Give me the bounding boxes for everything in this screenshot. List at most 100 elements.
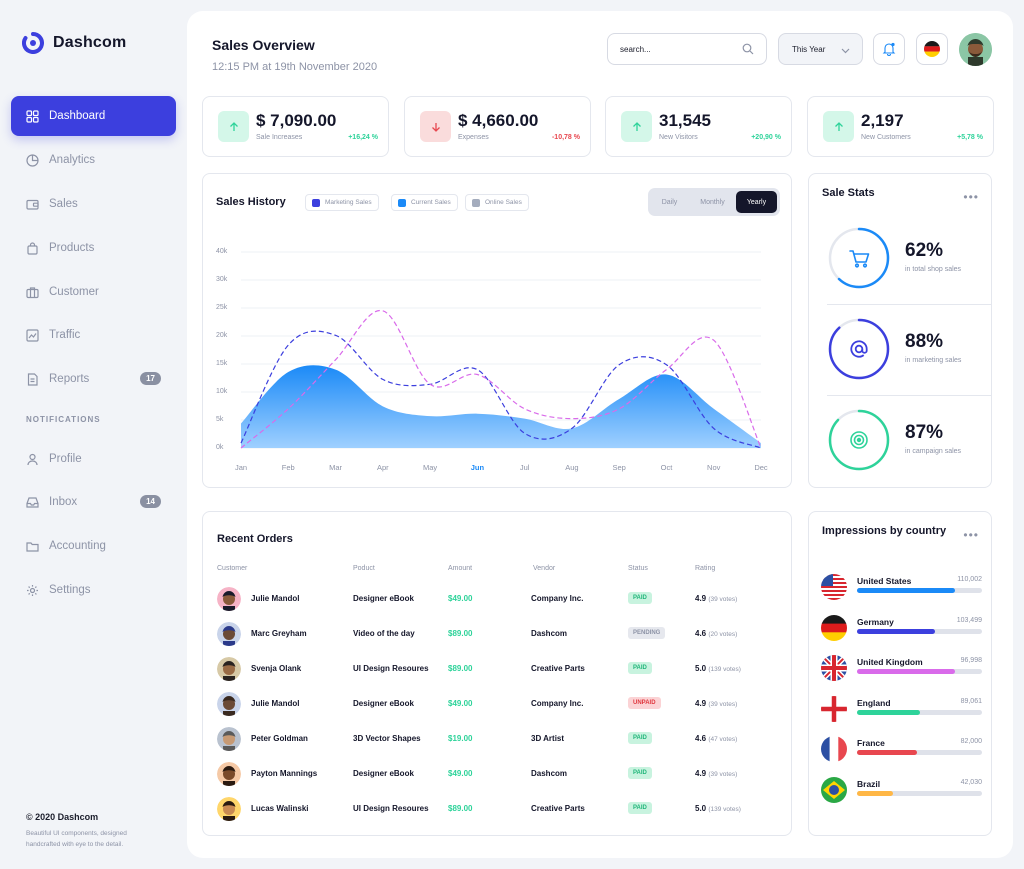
table-row[interactable]: Peter Goldman 3D Vector Shapes $19.00 3D Ar…: [203, 722, 779, 757]
product-name: 3D Vector Shapes: [353, 734, 421, 743]
uk-flag-icon: [821, 655, 847, 681]
x-tick-label[interactable]: Aug: [565, 463, 579, 472]
recent-orders-card: Recent Orders Customer Poduct Amount Ven…: [202, 511, 792, 836]
current-sales-area[interactable]: [241, 365, 761, 448]
legend-item-marketing[interactable]: Marketing Sales: [305, 194, 379, 211]
column-header-amount[interactable]: Amount: [448, 565, 473, 572]
x-tick-label[interactable]: Jun: [470, 463, 485, 472]
language-button[interactable]: [916, 33, 948, 65]
arrow-up-icon: [621, 111, 652, 142]
country-row[interactable]: United Kingdom 96,998: [821, 655, 986, 685]
search-input[interactable]: search...: [607, 33, 767, 65]
search-icon[interactable]: [742, 43, 754, 55]
tab-yearly[interactable]: Yearly: [736, 191, 777, 213]
table-row[interactable]: Lucas Walinski UI Design Resoures $89.00 Cr…: [203, 792, 779, 827]
table-row[interactable]: Payton Mannings Designer eBook $49.00 Dashc…: [203, 757, 779, 792]
x-tick-label[interactable]: Apr: [376, 463, 389, 472]
column-header-product[interactable]: Poduct: [353, 565, 375, 572]
online-sales-line[interactable]: [240, 310, 762, 449]
sidebar-item-dashboard[interactable]: Dashboard: [11, 96, 176, 136]
column-header-vendor[interactable]: Vendor: [533, 565, 556, 572]
marketing-sales-line[interactable]: [240, 330, 762, 449]
country-row[interactable]: Brazil 42,030: [821, 776, 986, 807]
x-tick-label[interactable]: Sep: [612, 463, 626, 472]
country-impressions: 42,030: [960, 778, 982, 786]
user-avatar[interactable]: [959, 33, 992, 66]
impressions-bar-track: [857, 790, 982, 796]
country-row[interactable]: Germany 103,499: [821, 614, 986, 645]
sidebar-item-label: Analytics: [49, 154, 96, 166]
x-tick-label[interactable]: Mar: [329, 463, 342, 472]
total-shop-sales-ring: [828, 227, 890, 289]
rating-value: 5.0: [695, 664, 707, 673]
legend-swatch: [472, 198, 480, 207]
notifications-button[interactable]: [873, 33, 905, 65]
product-name: Designer eBook: [353, 594, 414, 603]
x-tick-label[interactable]: Nov: [707, 463, 721, 472]
legend-item-current[interactable]: Current Sales: [391, 194, 458, 211]
at-icon: [850, 340, 868, 358]
y-tick-label: 30k: [216, 276, 228, 283]
ring-label: in campaign sales: [905, 448, 962, 455]
app-logo[interactable]: Dashcom: [22, 32, 126, 54]
x-tick-label[interactable]: Dec: [754, 463, 768, 472]
table-row[interactable]: Marc Greyham Video of the day $89.00 Dashco…: [203, 617, 779, 652]
stat-card-customers[interactable]: 2,197 New Customers +5,78 %: [807, 96, 994, 157]
stat-card-expenses[interactable]: $ 4,660.00 Expenses -10,78 %: [404, 96, 591, 157]
stat-card-visitors[interactable]: 31,545 New Visitors +20,90 %: [605, 96, 792, 157]
stat-value: 2,197: [861, 111, 904, 130]
sidebar-item-traffic[interactable]: Traffic: [11, 315, 176, 355]
table-row[interactable]: Julie Mandol Designer eBook $49.00 Company …: [203, 582, 779, 617]
more-options-icon[interactable]: •••: [963, 528, 979, 542]
country-row[interactable]: United States 110,002: [821, 574, 986, 604]
divider: [827, 304, 992, 305]
x-tick-label[interactable]: Jul: [519, 463, 530, 472]
column-header-status[interactable]: Status: [628, 565, 648, 572]
sidebar-item-accounting[interactable]: Accounting: [11, 526, 176, 566]
target-icon: [850, 431, 868, 449]
cart-icon: [849, 250, 870, 268]
sales-history-title: Sales History: [216, 196, 286, 208]
sidebar-item-reports[interactable]: Reports 17: [11, 359, 176, 399]
x-tick-label[interactable]: May: [422, 463, 438, 472]
sidebar-item-products[interactable]: Products: [11, 228, 176, 268]
page-title: Sales Overview: [212, 37, 315, 53]
impressions-title: Impressions by country: [822, 525, 947, 537]
vendor-name: Company Inc.: [531, 594, 584, 603]
sidebar-item-customer[interactable]: Customer: [11, 272, 176, 312]
sidebar-item-sales[interactable]: Sales: [11, 184, 176, 224]
impressions-bar-track: [857, 588, 982, 593]
sidebar: Dashcom Dashboard Analytics Sales Produc…: [0, 0, 186, 869]
x-tick-label[interactable]: Oct: [660, 463, 673, 472]
sidebar-item-inbox[interactable]: Inbox 14: [11, 482, 176, 522]
sidebar-item-profile[interactable]: Profile: [11, 439, 176, 479]
country-name: United States: [857, 576, 912, 586]
x-tick-label[interactable]: Feb: [281, 463, 295, 472]
y-tick-label: 25k: [216, 304, 228, 311]
period-select[interactable]: This Year: [778, 33, 863, 65]
tab-daily[interactable]: Daily: [661, 198, 678, 206]
country-row[interactable]: France 82,000: [821, 736, 986, 766]
sidebar-item-analytics[interactable]: Analytics: [11, 140, 176, 180]
rating-votes: (139 votes): [708, 666, 741, 673]
stat-card-sales[interactable]: $ 7,090.00 Sale Increases +16,24 %: [202, 96, 389, 157]
legend-label: Online Sales: [485, 199, 522, 206]
sidebar-item-label: Customer: [49, 286, 99, 298]
status-badge: UNPAID: [628, 697, 661, 709]
dashcom-logo-icon: [22, 32, 44, 54]
sale-stats-title: Sale Stats: [822, 187, 875, 199]
sidebar-item-settings[interactable]: Settings: [11, 570, 176, 610]
sidebar-item-label: Accounting: [49, 540, 106, 552]
status-badge: PAID: [628, 732, 652, 744]
table-row[interactable]: Julie Mandol Designer eBook $49.00 Company …: [203, 687, 779, 722]
table-row[interactable]: Svenja Olank UI Design Resoures $89.00 Crea…: [203, 652, 779, 687]
customer-avatar: [217, 692, 241, 716]
column-header-customer[interactable]: Customer: [217, 565, 248, 572]
tab-monthly[interactable]: Monthly: [700, 198, 725, 206]
country-row[interactable]: England 89,061: [821, 695, 986, 726]
x-tick-label[interactable]: Jan: [234, 463, 248, 472]
more-options-icon[interactable]: •••: [963, 190, 979, 204]
legend-item-online[interactable]: Online Sales: [465, 194, 529, 211]
column-header-rating[interactable]: Rating: [695, 565, 716, 572]
vendor-name: Creative Parts: [531, 804, 585, 813]
